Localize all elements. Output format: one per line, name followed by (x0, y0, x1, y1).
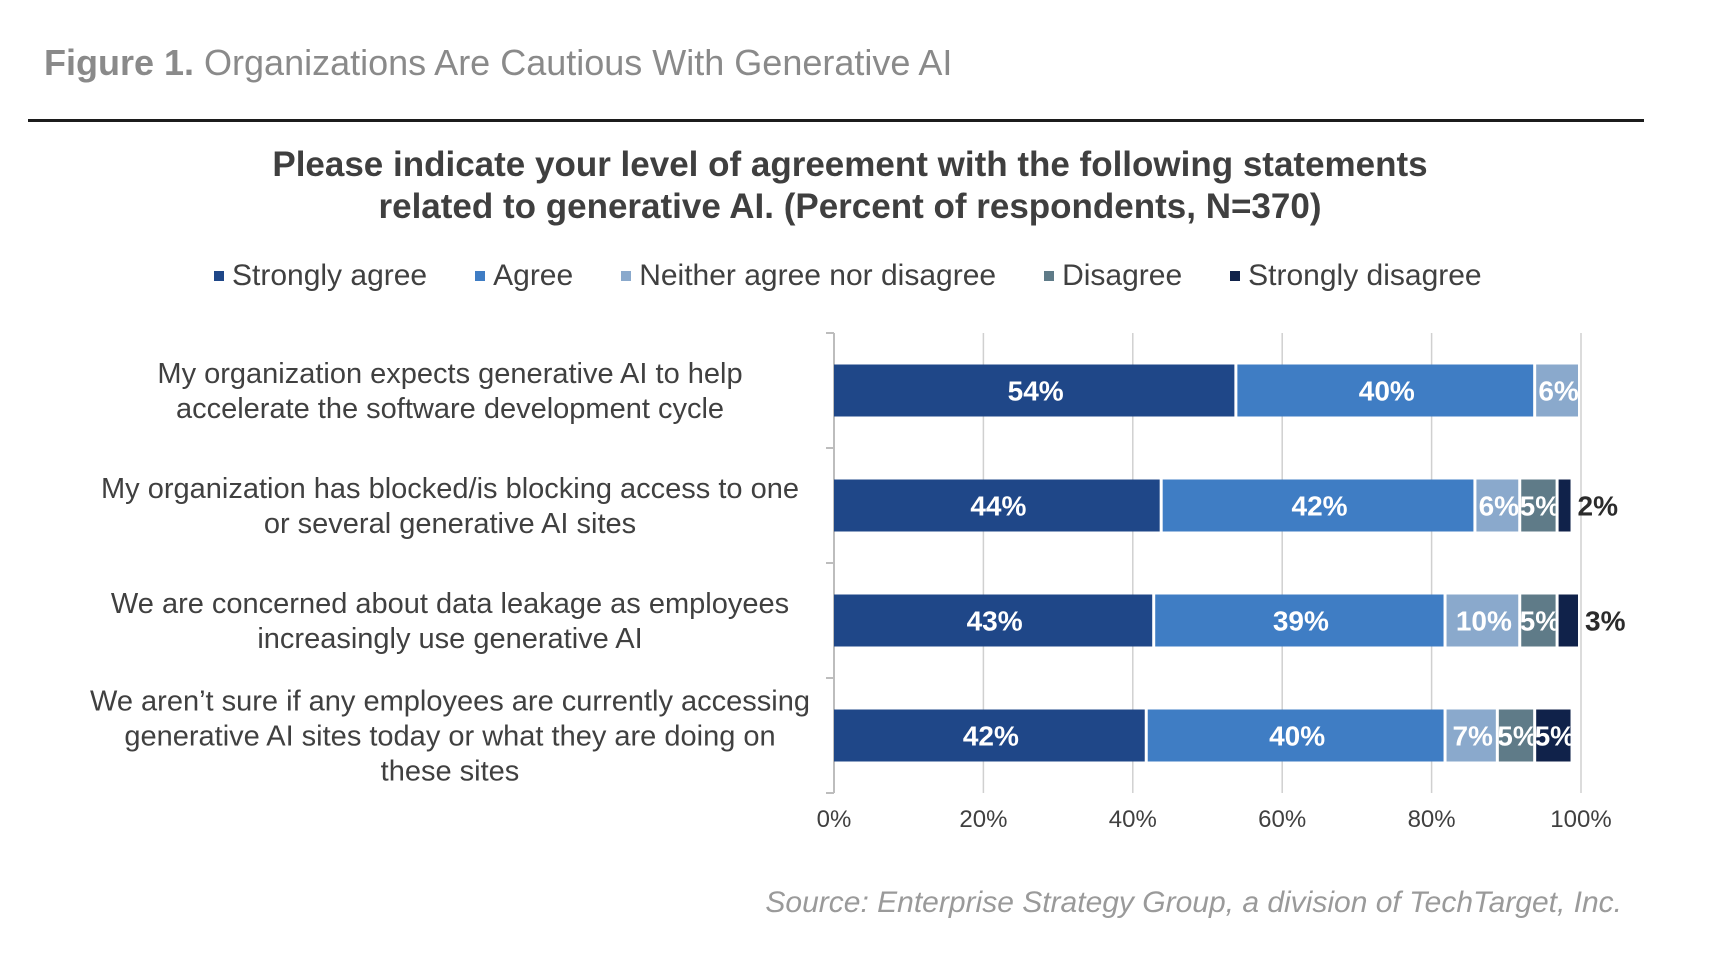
data-label: 5% (1520, 491, 1561, 522)
legend-item-agree: Agree (475, 259, 573, 293)
legend-item-neither-agree-nor-disagree: Neither agree nor disagree (621, 259, 996, 293)
data-label: 10% (1456, 606, 1512, 637)
x-tick-label: 0% (817, 806, 852, 833)
bar-segment-strongly-agree (834, 364, 1235, 417)
category-label: these sites (381, 756, 520, 788)
figure-label: Figure 1. (44, 42, 195, 83)
data-label: 7% (1452, 721, 1493, 752)
data-label: 43% (967, 606, 1023, 637)
category-label: generative AI sites today or what they a… (124, 721, 775, 753)
data-label: 2% (1578, 491, 1619, 522)
data-label: 6% (1479, 491, 1520, 522)
data-label: 6% (1538, 376, 1579, 407)
bar-segment-strongly-agree (834, 479, 1160, 532)
legend-swatch (214, 271, 224, 281)
bar-segment-disagree (1521, 594, 1556, 647)
bar-segment-neither-agree-nor-disagree (1446, 709, 1496, 762)
bar-segment-strongly-agree (834, 709, 1145, 762)
bar-segment-strongly-disagree (1558, 479, 1571, 532)
data-label: 40% (1359, 376, 1415, 407)
figure-title: Figure 1. Organizations Are Cautious Wit… (44, 42, 952, 84)
bar-segment-neither-agree-nor-disagree (1476, 479, 1519, 532)
chart-legend: Strongly agree Agree Neither agree nor dis… (214, 258, 1530, 294)
x-tick-label: 40% (1109, 806, 1157, 833)
data-label: 5% (1535, 721, 1576, 752)
chart-title: Please indicate your level of agreement … (0, 144, 1700, 228)
data-label: 5% (1497, 721, 1538, 752)
x-tick-label: 100% (1550, 806, 1611, 833)
bar-segment-strongly-agree (834, 594, 1153, 647)
bar-segment-disagree (1498, 709, 1534, 762)
data-label: 44% (970, 491, 1026, 522)
category-label: My organization expects generative AI to… (157, 358, 742, 390)
bar-segment-strongly-disagree (1536, 709, 1571, 762)
chart-title-line-2: related to generative AI. (Percent of re… (378, 187, 1322, 226)
legend-item-strongly-agree: Strongly agree (214, 259, 427, 293)
legend-label: Agree (493, 259, 574, 292)
legend-swatch (475, 271, 486, 281)
data-label: 40% (1269, 721, 1325, 752)
bar-segment-neither-agree-nor-disagree (1536, 364, 1578, 417)
category-label: We are concerned about data leakage as e… (111, 588, 789, 620)
category-label: We aren’t sure if any employees are curr… (90, 686, 810, 718)
figure-title-text: Organizations Are Cautious With Generati… (204, 42, 953, 83)
legend-label: Strongly agree (232, 259, 428, 292)
title-divider (28, 119, 1644, 122)
x-tick-label: 80% (1408, 806, 1456, 833)
legend-label: Disagree (1062, 259, 1183, 292)
legend-item-strongly-disagree: Strongly disagree (1230, 259, 1482, 293)
x-tick-label: 20% (959, 806, 1007, 833)
bar-segment-neither-agree-nor-disagree (1446, 594, 1519, 647)
bar-segment-agree (1237, 364, 1534, 417)
bar-segment-strongly-disagree (1558, 594, 1578, 647)
data-label: 5% (1520, 606, 1561, 637)
data-label: 42% (963, 721, 1019, 752)
data-label: 54% (1008, 376, 1064, 407)
legend-label: Strongly disagree (1248, 259, 1482, 292)
chart-title-line-1: Please indicate your level of agreement … (272, 145, 1428, 184)
legend-swatch (1230, 271, 1241, 281)
data-label: 39% (1273, 606, 1329, 637)
x-tick-label: 60% (1258, 806, 1306, 833)
category-label: or several generative AI sites (264, 508, 636, 540)
legend-item-disagree: Disagree (1044, 259, 1182, 293)
category-label: My organization has blocked/is blocking … (101, 473, 799, 505)
source-note: Source: Enterprise Strategy Group, a div… (765, 886, 1622, 919)
data-label: 42% (1292, 491, 1348, 522)
bar-segment-agree (1162, 479, 1474, 532)
legend-label: Neither agree nor disagree (639, 259, 997, 292)
category-label: increasingly use generative AI (257, 623, 642, 655)
bar-segment-disagree (1521, 479, 1556, 532)
data-label: 3% (1585, 606, 1626, 637)
legend-swatch (1044, 271, 1055, 281)
bar-segment-agree (1155, 594, 1444, 647)
bar-segment-agree (1147, 709, 1444, 762)
legend-swatch (621, 271, 632, 281)
category-label: accelerate the software development cycl… (176, 393, 724, 425)
